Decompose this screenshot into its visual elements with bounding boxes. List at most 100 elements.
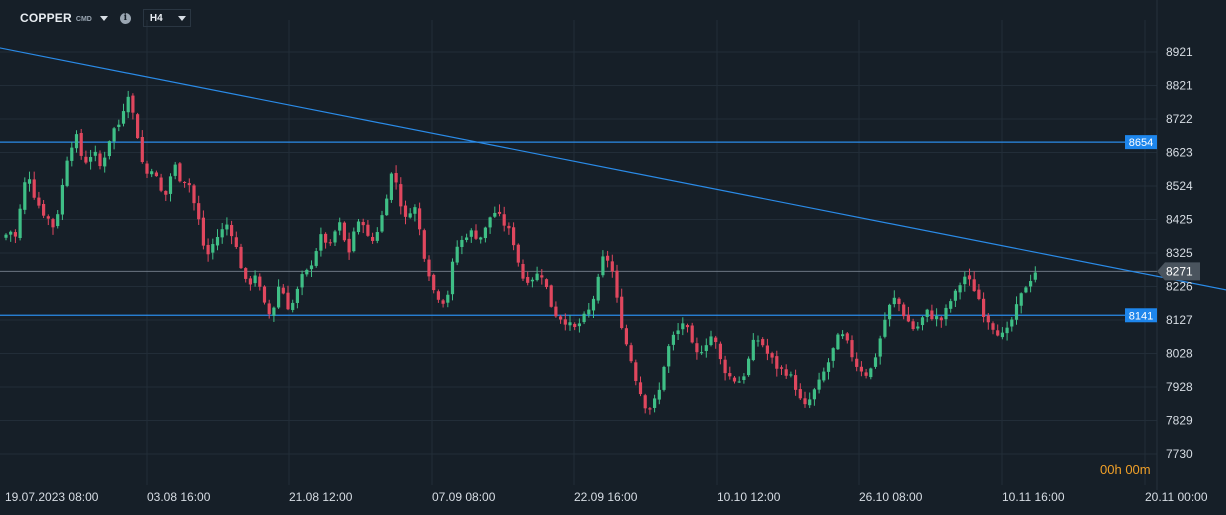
candle-body xyxy=(469,230,473,237)
candle-body xyxy=(667,346,671,367)
candle-body xyxy=(559,316,563,320)
candle-body xyxy=(526,276,530,283)
candle-body xyxy=(286,292,290,310)
candle-body xyxy=(4,234,8,238)
candle-body xyxy=(291,302,295,310)
symbol-selector[interactable]: COPPER CMD xyxy=(20,11,108,25)
candle-body xyxy=(930,310,934,320)
horizontal-levels[interactable]: 8654 8141 xyxy=(0,135,1157,323)
candle-body xyxy=(751,339,755,361)
candle-body xyxy=(859,366,863,372)
candle-body xyxy=(648,408,652,410)
candle-body xyxy=(747,358,751,376)
candle-body xyxy=(681,323,685,330)
candle-body xyxy=(638,382,643,395)
candle-body xyxy=(465,237,469,240)
candle-body xyxy=(629,345,633,362)
candle-body xyxy=(211,244,215,253)
candle-body xyxy=(756,340,760,342)
candle-body xyxy=(986,315,990,323)
candle-body xyxy=(925,309,929,317)
candle-body xyxy=(953,290,957,301)
candle-body xyxy=(413,207,417,214)
y-tick-label: 7829 xyxy=(1166,414,1193,428)
candle-body xyxy=(963,276,967,285)
candle-body xyxy=(1000,332,1004,338)
candle-body xyxy=(18,208,22,239)
candle-body xyxy=(991,323,995,330)
candle-body xyxy=(121,111,126,124)
candle-body xyxy=(314,251,318,266)
candle-body xyxy=(634,362,638,381)
candle-body xyxy=(399,184,403,207)
candle-body xyxy=(333,231,337,243)
candle-body xyxy=(624,328,628,345)
candle-body xyxy=(1024,287,1028,293)
candle-body xyxy=(878,338,882,357)
candle-body xyxy=(662,366,666,390)
info-icon[interactable]: i xyxy=(119,12,131,24)
candle-body xyxy=(366,224,370,236)
candle-body xyxy=(225,224,229,230)
candle-body xyxy=(215,236,220,246)
time-axis[interactable]: 19.07.2023 08:00 03.08 16:00 21.08 12:00 07… xyxy=(5,490,1208,504)
candle-body xyxy=(582,313,586,323)
countdown-hours-unit: h xyxy=(1114,462,1122,477)
candle-body xyxy=(474,230,478,239)
trendline[interactable] xyxy=(0,47,1226,374)
candle-body xyxy=(164,190,168,195)
candle-body xyxy=(93,151,97,156)
candle-body xyxy=(371,236,375,241)
candle-body xyxy=(483,227,487,239)
candle-body xyxy=(230,225,234,237)
candle-body xyxy=(244,268,248,279)
candle-body xyxy=(676,330,680,334)
timeframe-selector[interactable]: H4 xyxy=(142,9,191,27)
candle-body xyxy=(324,233,328,243)
candle-body xyxy=(42,203,46,216)
candle-body xyxy=(347,238,351,253)
candle-body xyxy=(507,225,511,229)
candle-body xyxy=(187,183,191,186)
current-price-label: 8271 xyxy=(1166,264,1193,278)
candle-body xyxy=(408,213,412,218)
y-tick-label: 7928 xyxy=(1166,380,1193,394)
candle-body xyxy=(9,231,13,235)
candle-body xyxy=(1033,272,1037,280)
candle-body xyxy=(79,132,83,156)
candle-body xyxy=(902,304,906,317)
candle-body xyxy=(60,184,64,215)
candle-body xyxy=(554,306,558,317)
candle-body xyxy=(248,278,252,285)
candle-body xyxy=(892,297,896,305)
candle-countdown: 00h 00m xyxy=(1100,462,1151,477)
candle-body xyxy=(450,261,455,295)
candle-body xyxy=(516,244,520,263)
candle-body xyxy=(996,330,1000,336)
candle-body xyxy=(206,244,210,255)
candles xyxy=(4,90,1037,415)
candle-body xyxy=(530,279,534,282)
current-price-tag xyxy=(1157,262,1200,281)
y-tick-label: 8821 xyxy=(1166,79,1193,93)
candle-body xyxy=(342,222,346,241)
y-tick-label: 8524 xyxy=(1166,179,1193,193)
candle-body xyxy=(775,356,779,369)
y-tick-label: 8226 xyxy=(1166,280,1193,294)
candle-body xyxy=(601,256,605,276)
candle-body xyxy=(338,222,342,231)
x-tick-label: 10.11 16:00 xyxy=(1002,490,1065,504)
candle-body xyxy=(1005,327,1009,334)
candle-body xyxy=(695,343,699,353)
candle-body xyxy=(300,274,304,288)
trendlines[interactable] xyxy=(0,47,1226,374)
x-tick-label: 26.10 08:00 xyxy=(859,490,923,504)
candle-body xyxy=(563,319,567,325)
candle-body xyxy=(972,279,976,292)
price-axis[interactable]: 8921 8821 8722 8623 8524 8425 8325 8226 8127 8028… xyxy=(1157,45,1200,461)
candle-body xyxy=(281,287,285,294)
candle-body xyxy=(140,137,144,163)
candle-body xyxy=(272,307,276,316)
level-label: 8141 xyxy=(1129,310,1153,322)
